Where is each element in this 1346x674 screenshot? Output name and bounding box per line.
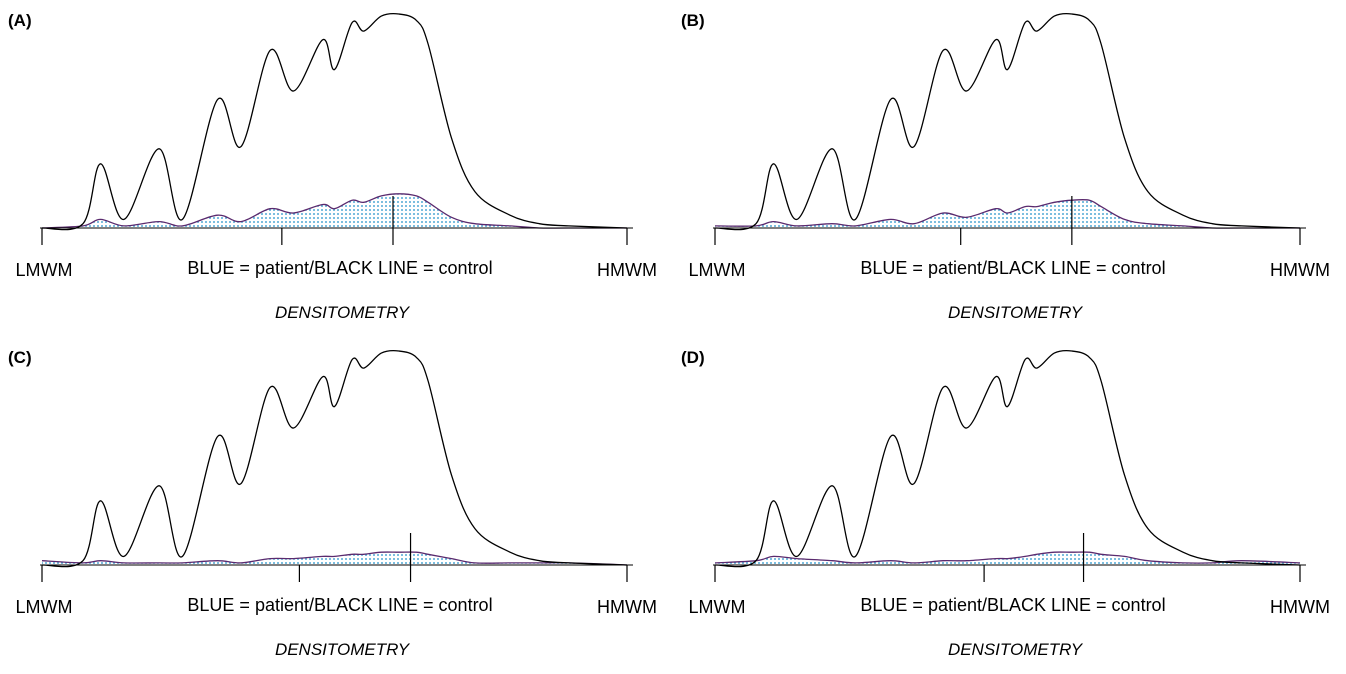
legend-text: BLUE = patient/BLACK LINE = control xyxy=(187,258,492,278)
legend-text: BLUE = patient/BLACK LINE = control xyxy=(860,258,1165,278)
patient-line xyxy=(41,193,627,229)
patient-line xyxy=(714,198,1300,229)
right-label-hmwm: HMWM xyxy=(597,597,657,617)
legend-text: BLUE = patient/BLACK LINE = control xyxy=(860,595,1165,615)
panel-label: (A) xyxy=(8,11,32,30)
patient-area xyxy=(715,199,1300,229)
patient-area xyxy=(42,193,627,229)
panel-a: (A) LMWM HMWM BLUE = patient/BLACK LINE = c… xyxy=(0,0,673,337)
densitometry-chart: (C) LMWM HMWM BLUE = patient/BLACK LINE = c… xyxy=(8,348,657,659)
control-line xyxy=(41,12,628,231)
densitometry-chart: (D) LMWM HMWM BLUE = patient/BLACK LINE = c… xyxy=(681,348,1330,659)
panel-d: (D) LMWM HMWM BLUE = patient/BLACK LINE = c… xyxy=(673,337,1346,674)
control-line xyxy=(714,349,1301,568)
left-label-lmwm: LMWM xyxy=(689,260,746,280)
patient-line xyxy=(714,551,1301,564)
densitometry-chart: (A) LMWM HMWM BLUE = patient/BLACK LINE = c… xyxy=(8,11,657,322)
right-label-hmwm: HMWM xyxy=(1270,597,1330,617)
panel-label: (C) xyxy=(8,348,32,367)
right-label-hmwm: HMWM xyxy=(597,260,657,280)
patient-line xyxy=(41,551,628,566)
control-line xyxy=(714,12,1301,231)
panel-b: (B) LMWM HMWM BLUE = patient/BLACK LINE = c… xyxy=(673,0,1346,337)
densitometry-chart: (B) LMWM HMWM BLUE = patient/BLACK LINE = c… xyxy=(681,11,1330,322)
left-label-lmwm: LMWM xyxy=(16,260,73,280)
panel-caption: DENSITOMETRY xyxy=(275,303,411,322)
legend-text: BLUE = patient/BLACK LINE = control xyxy=(187,595,492,615)
right-label-hmwm: HMWM xyxy=(1270,260,1330,280)
left-label-lmwm: LMWM xyxy=(16,597,73,617)
panel-c: (C) LMWM HMWM BLUE = patient/BLACK LINE = c… xyxy=(0,337,673,674)
panel-label: (D) xyxy=(681,348,705,367)
left-label-lmwm: LMWM xyxy=(689,597,746,617)
control-line xyxy=(41,349,628,568)
patient-area xyxy=(42,552,627,565)
panel-label: (B) xyxy=(681,11,705,30)
panel-caption: DENSITOMETRY xyxy=(948,640,1084,659)
panel-caption: DENSITOMETRY xyxy=(948,303,1084,322)
panel-caption: DENSITOMETRY xyxy=(275,640,411,659)
